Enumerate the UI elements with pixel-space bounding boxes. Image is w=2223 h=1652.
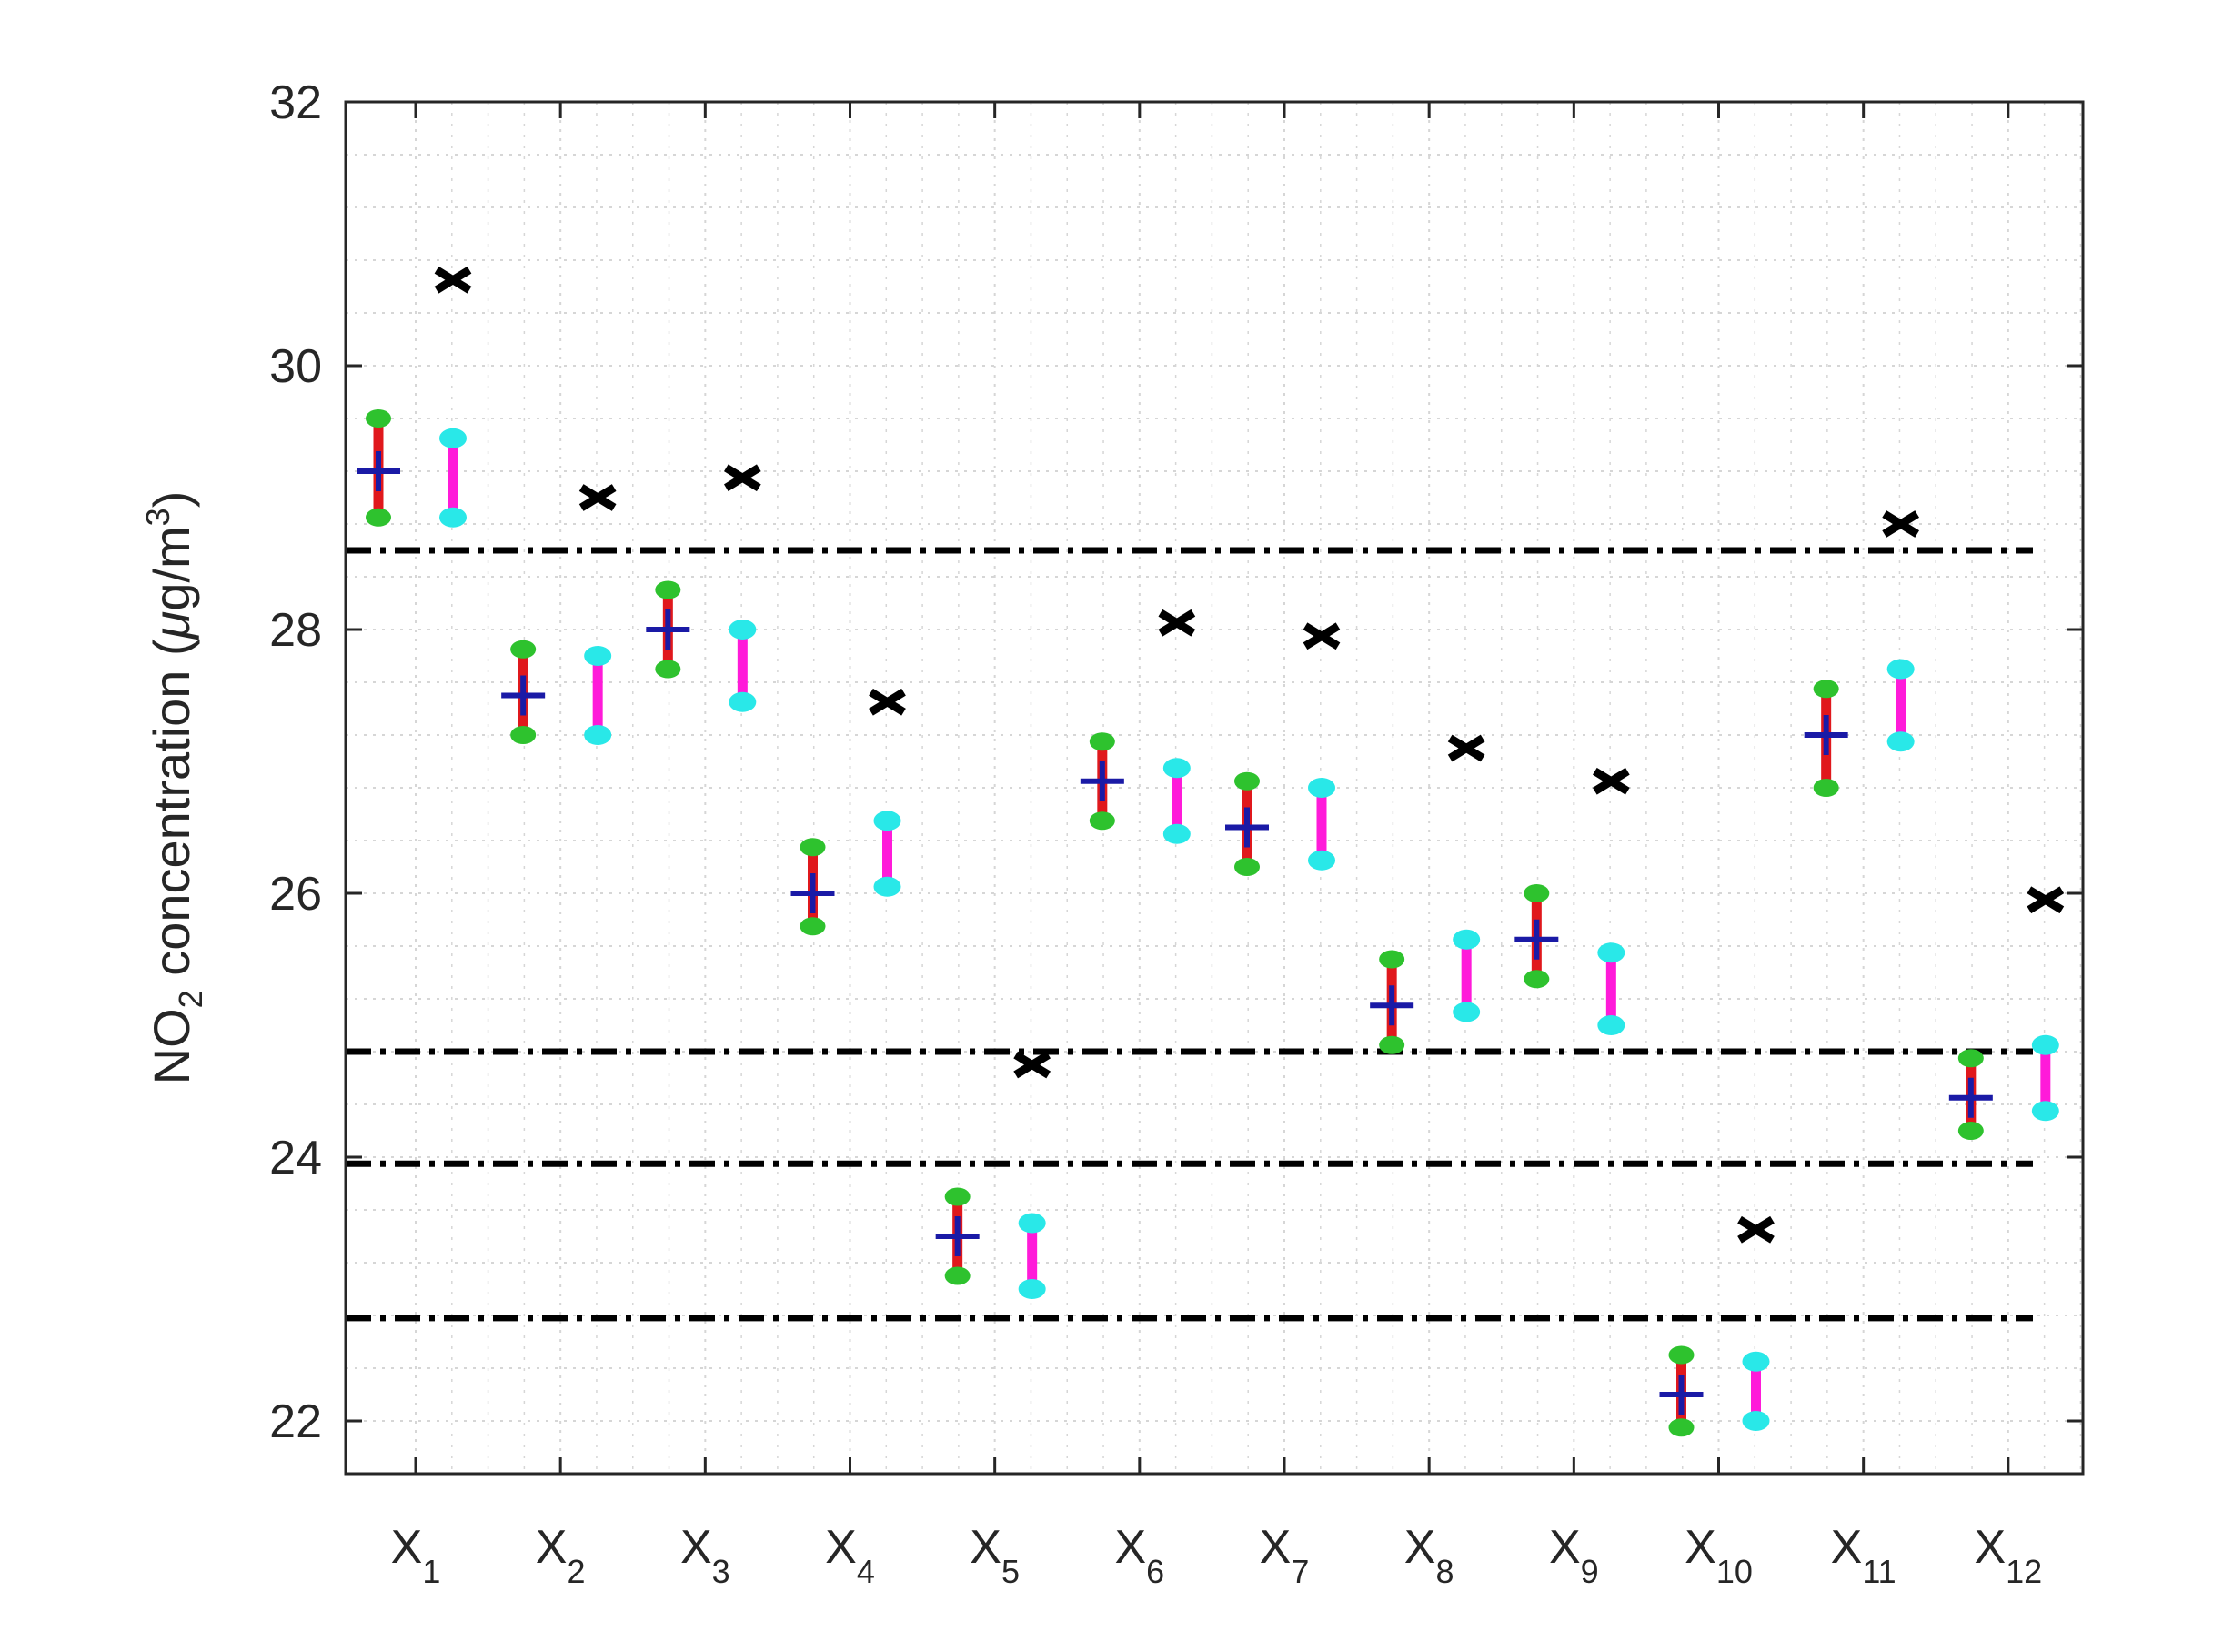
second-interval-upper-cap <box>439 428 467 448</box>
interval-upper-cap <box>655 580 681 599</box>
x-marker-b <box>723 464 761 492</box>
second-interval-upper-cap <box>1742 1351 1770 1372</box>
svg-text:NO2 concentration (μg/m3): NO2 concentration (μg/m3) <box>139 491 209 1085</box>
x-marker-b <box>1592 767 1630 795</box>
x-tick-label: X8 <box>1404 1521 1454 1590</box>
interval-lower-cap <box>510 726 537 744</box>
interval-lower-cap <box>1957 1122 1984 1140</box>
interval-lower-cap <box>1089 811 1115 831</box>
x-tick-label: X9 <box>1549 1521 1599 1590</box>
x-tick-label: X1 <box>391 1521 441 1590</box>
y-tick-label: 22 <box>269 1395 322 1448</box>
interval-upper-cap <box>1957 1049 1984 1068</box>
y-tick-label: 30 <box>269 340 322 393</box>
y-tick-label: 28 <box>269 604 322 657</box>
second-interval-upper-cap <box>1597 942 1625 963</box>
interval-lower-cap <box>655 660 681 679</box>
interval-upper-cap <box>1813 680 1839 699</box>
y-tick-label: 24 <box>269 1132 322 1184</box>
x-tick-label: X11 <box>1831 1521 1896 1590</box>
second-interval-lower-cap <box>1018 1279 1046 1299</box>
interval-upper-cap <box>1524 884 1550 902</box>
second-interval-lower-cap <box>2031 1101 2059 1122</box>
second-interval-lower-cap <box>873 876 901 897</box>
interval-upper-cap <box>366 409 391 428</box>
second-interval-lower-cap <box>1597 1015 1625 1035</box>
x-marker-b <box>1737 1215 1775 1244</box>
second-interval-upper-cap <box>873 811 901 831</box>
y-tick-label: 26 <box>269 868 322 921</box>
interval-lower-cap <box>800 917 826 936</box>
x-marker-b <box>1158 609 1196 637</box>
x-tick-label: X10 <box>1685 1521 1753 1590</box>
interval-lower-cap <box>1813 779 1839 797</box>
y-axis-label: NO2 concentration (μg/m3) <box>139 491 209 1085</box>
interval-upper-cap <box>1668 1345 1695 1365</box>
second-interval-upper-cap <box>1162 758 1191 779</box>
second-interval-lower-cap <box>1308 850 1335 871</box>
interval-lower-cap <box>366 508 391 527</box>
second-interval-upper-cap <box>1453 929 1481 950</box>
second-interval-lower-cap <box>439 507 467 528</box>
x-marker-b <box>1447 734 1485 762</box>
second-interval-upper-cap <box>729 620 757 640</box>
x-tick-label: X5 <box>970 1521 1020 1590</box>
interval-upper-cap <box>944 1187 971 1206</box>
second-interval-upper-cap <box>584 646 612 666</box>
x-marker-b <box>1013 1051 1051 1079</box>
axis-ticks: 22 24 26 28 30 32 X1 X2 X3 X4 X5 X6 X7 X8 X9 X10 X11 X12 <box>269 76 2083 1590</box>
y-tick-label: 32 <box>269 76 322 129</box>
second-interval-lower-cap <box>1162 823 1191 844</box>
x-tick-label: X2 <box>536 1521 586 1590</box>
second-interval-lower-cap <box>584 725 612 745</box>
x-tick-label: X6 <box>1114 1521 1164 1590</box>
interval-lower-cap <box>1234 858 1260 876</box>
interval-upper-cap <box>1379 950 1405 969</box>
interval-lower-cap <box>1668 1418 1695 1437</box>
x-marker-b <box>869 688 906 716</box>
x-marker-b <box>578 484 617 511</box>
x-marker-b <box>1882 510 1920 538</box>
data-marks <box>357 266 2065 1437</box>
reference-lines <box>346 547 2033 1322</box>
interval-upper-cap <box>1234 771 1260 791</box>
x-marker-b <box>434 266 472 294</box>
x-tick-label: X12 <box>1974 1521 2042 1590</box>
x-tick-label: X7 <box>1260 1521 1310 1590</box>
second-interval-lower-cap <box>1886 731 1915 752</box>
x-tick-label: X3 <box>680 1521 730 1590</box>
interval-lower-cap <box>1379 1035 1405 1054</box>
second-interval-upper-cap <box>1886 659 1915 680</box>
second-interval-upper-cap <box>1308 778 1335 798</box>
x-marker-b <box>1303 622 1341 650</box>
second-interval-upper-cap <box>1018 1213 1046 1234</box>
interval-lower-cap <box>1524 970 1550 989</box>
interval-upper-cap <box>800 838 826 857</box>
second-interval-lower-cap <box>1453 1002 1481 1022</box>
plot-frame <box>344 100 2085 1476</box>
second-interval-lower-cap <box>729 691 757 712</box>
interval-upper-cap <box>510 640 537 659</box>
interval-lower-cap <box>944 1266 971 1285</box>
second-interval-lower-cap <box>1742 1411 1770 1431</box>
x-tick-label: X4 <box>825 1521 875 1590</box>
interval-upper-cap <box>1089 732 1115 751</box>
x-marker-b <box>2027 886 2065 914</box>
second-interval-upper-cap <box>2031 1034 2059 1055</box>
